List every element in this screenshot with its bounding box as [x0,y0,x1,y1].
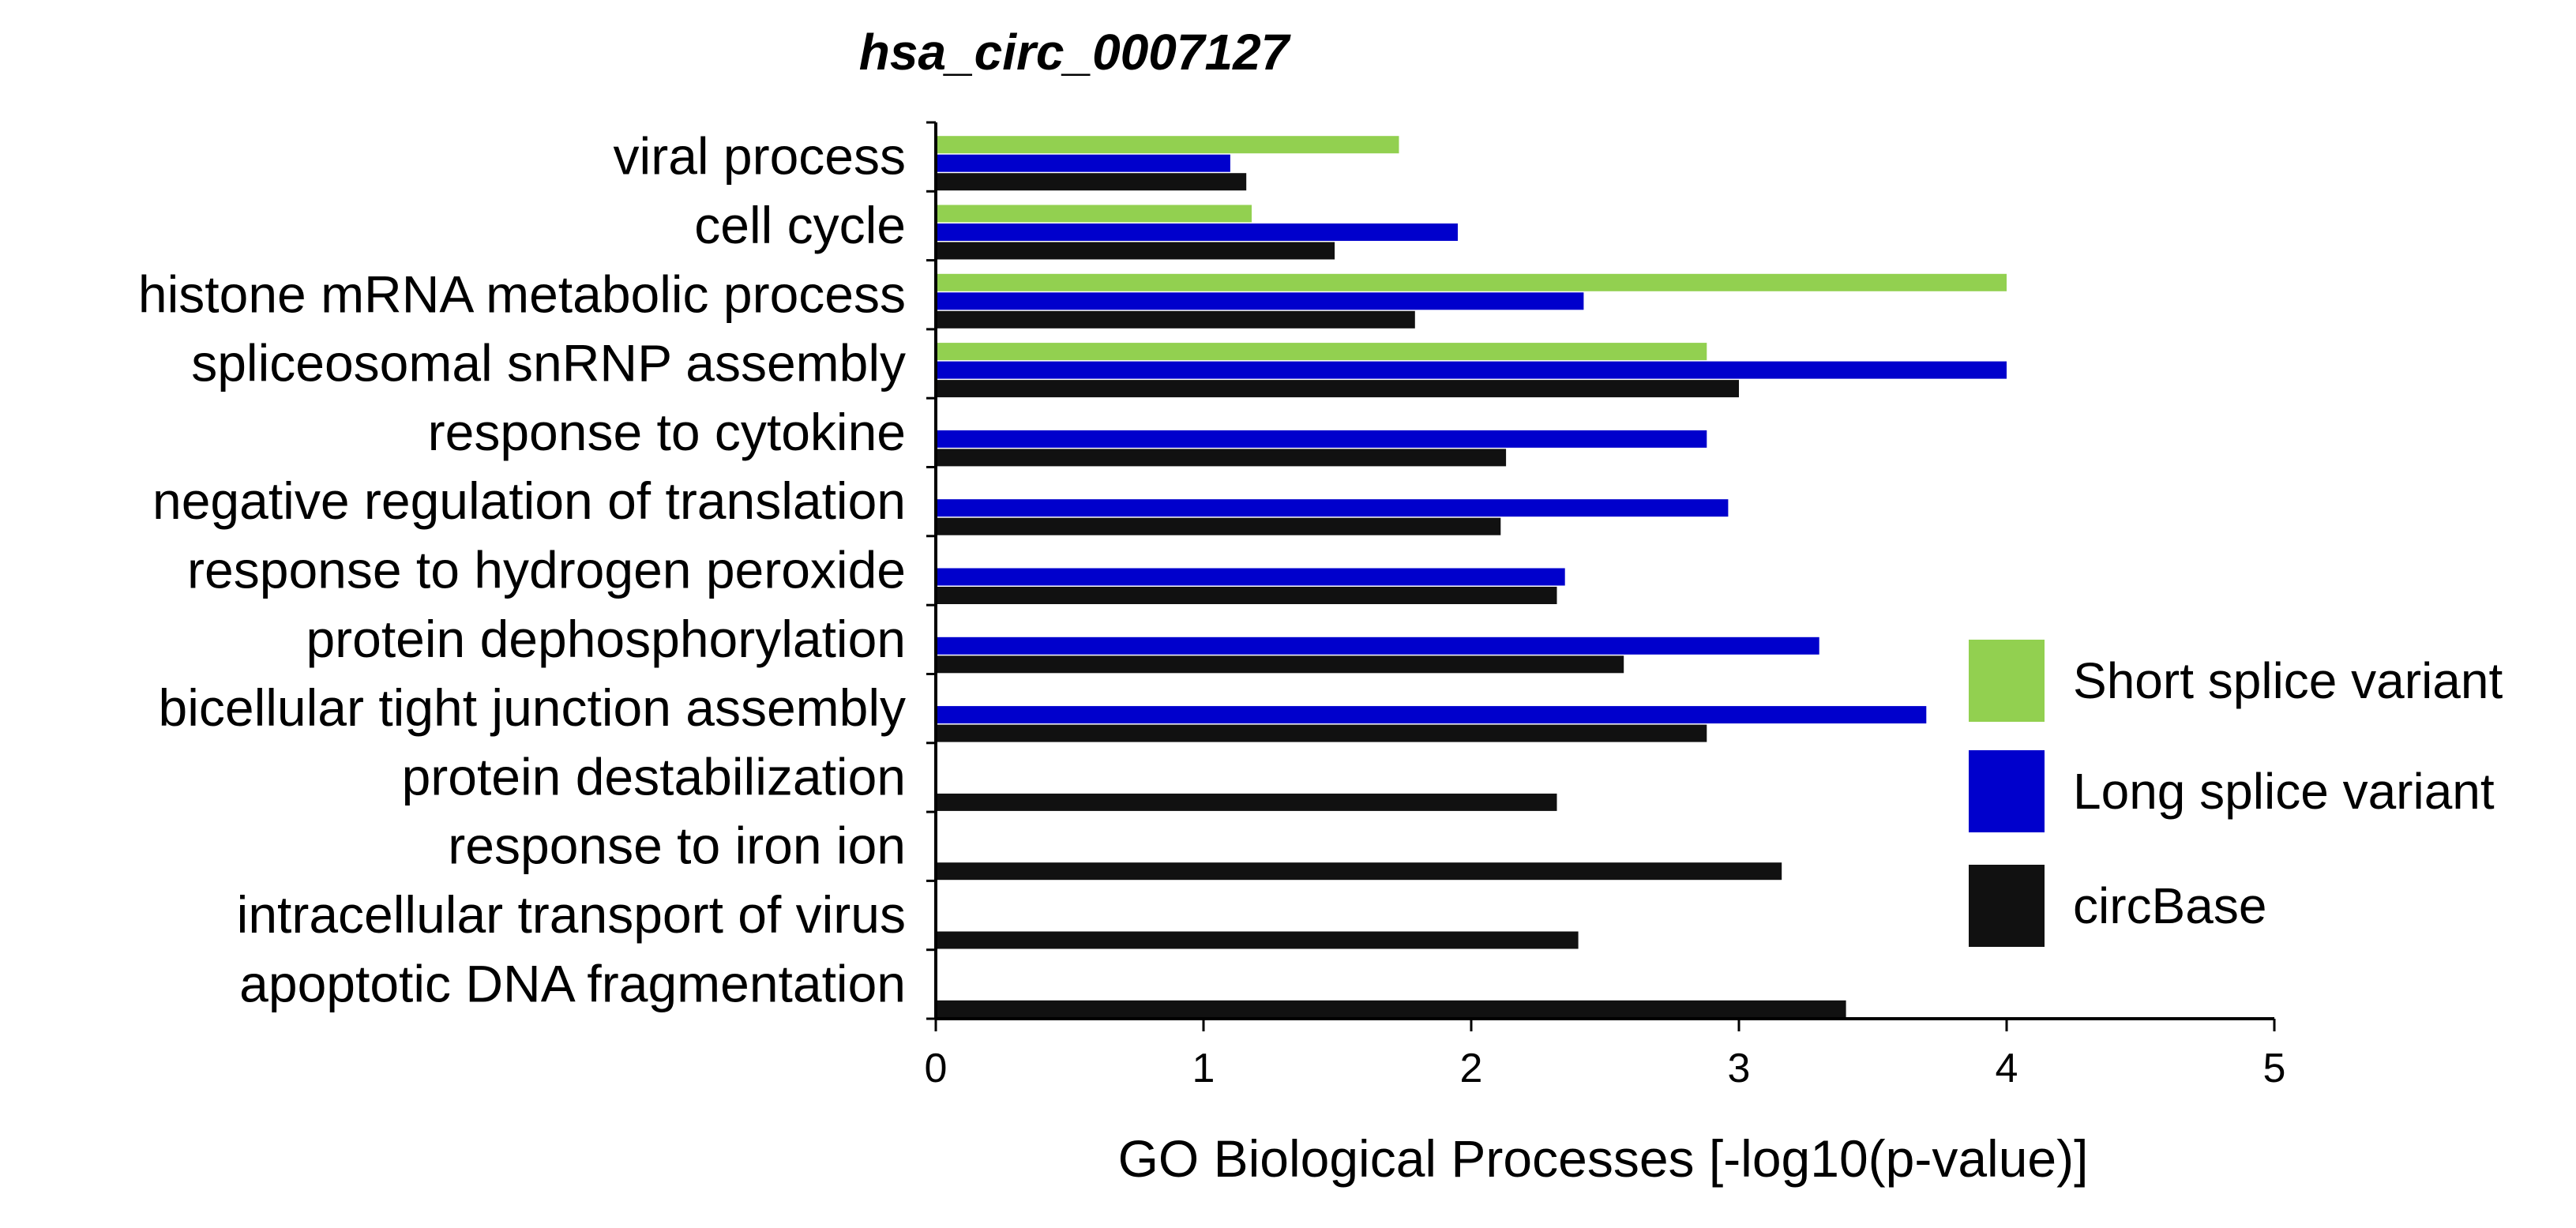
bar-circbase [936,931,1579,949]
category-label: viral process [614,127,906,186]
legend-swatch [1969,865,2045,947]
bar-circbase [936,862,1782,881]
bar-long-splice-variant [936,223,1458,241]
category-label: spliceosomal snRNP assembly [191,334,906,392]
legend-swatch [1969,750,2045,832]
x-tick-label: 2 [1460,1046,1483,1091]
legend-label: Short splice variant [2073,652,2503,709]
bar-long-splice-variant [936,292,1584,310]
x-tick-label: 5 [2263,1046,2286,1091]
x-tick-label: 0 [925,1046,948,1091]
bar-circbase [936,310,1415,329]
category-label: apoptotic DNA fragmentation [239,954,906,1012]
legend-label: circBase [2073,877,2266,934]
x-tick-label: 4 [1996,1046,2018,1091]
bar-circbase [936,517,1501,535]
bar-circbase [936,724,1707,742]
category-label: intracellular transport of virus [237,885,906,944]
bar-circbase [936,242,1335,260]
legend-swatch [1969,640,2045,722]
x-tick-label: 3 [1728,1046,1751,1091]
category-label: response to cytokine [428,403,906,461]
category-label: histone mRNA metabolic process [138,265,906,323]
bar-long-splice-variant [936,706,1927,724]
bar-long-splice-variant [936,637,1819,655]
bar-circbase [936,655,1624,674]
category-label: cell cycle [694,196,906,254]
bar-long-splice-variant [936,568,1565,586]
legend-label: Long splice variant [2073,763,2495,820]
bar-circbase [936,173,1247,191]
chart-title: hsa_circ_0007127 [859,24,1292,81]
bar-long-splice-variant [936,499,1729,517]
category-label: bicellular tight junction assembly [159,678,906,737]
bar-circbase [936,793,1557,811]
x-axis-title: GO Biological Processes [-log10(p-value)… [1118,1129,2089,1188]
bar-long-splice-variant [936,154,1230,172]
x-tick-label: 1 [1192,1046,1215,1091]
bar-circbase [936,449,1507,467]
bar-short-splice-variant [936,343,1707,361]
bar-short-splice-variant [936,205,1252,223]
bar-circbase [936,587,1557,604]
bar-short-splice-variant [936,136,1399,154]
bar-circbase [936,1000,1846,1018]
bar-circbase [936,380,1739,398]
category-label: response to iron ion [448,817,906,875]
category-label: protein destabilization [402,747,906,806]
bar-long-splice-variant [936,361,2007,379]
category-label: negative regulation of translation [152,471,906,530]
bar-long-splice-variant [936,430,1707,448]
category-label: protein dephosphorylation [306,610,906,668]
category-label: response to hydrogen peroxide [187,541,906,599]
bar-short-splice-variant [936,273,2007,291]
